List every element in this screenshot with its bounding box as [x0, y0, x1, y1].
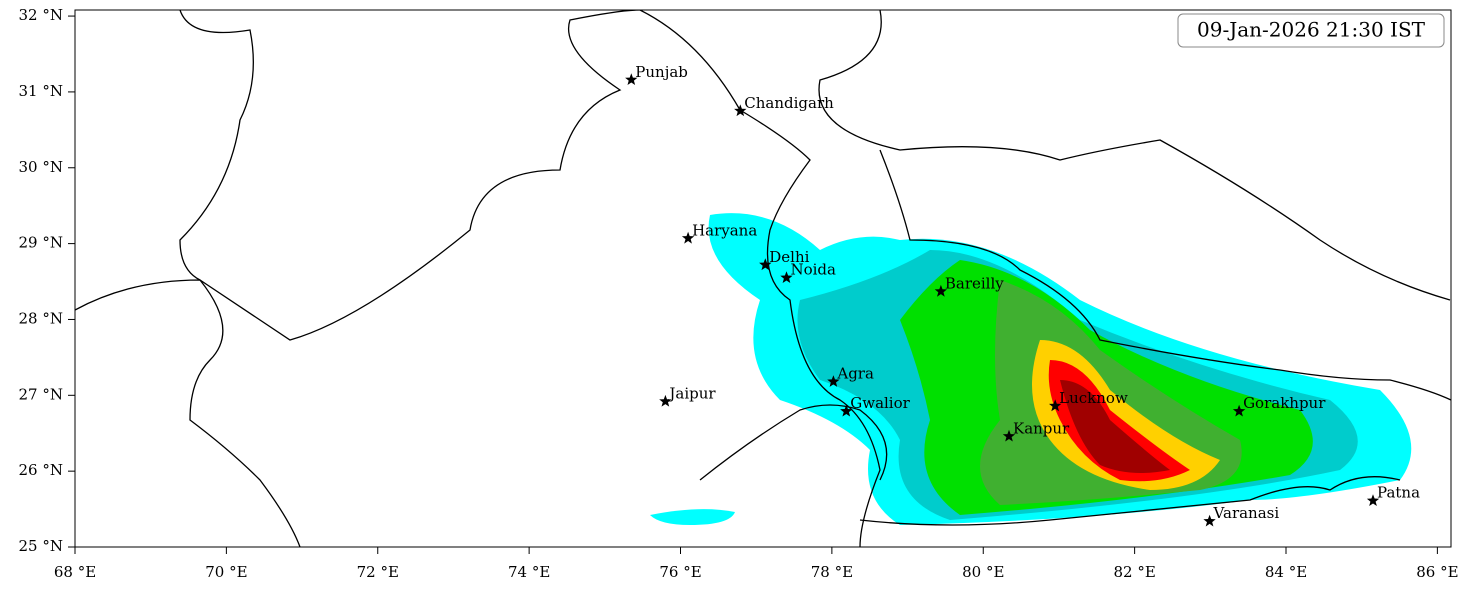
x-tick-label: 72 °E	[357, 563, 399, 581]
map-frame	[74, 9, 1452, 548]
city-label: Chandigarh	[744, 94, 834, 112]
city-marker	[1232, 404, 1246, 417]
timestamp: 09-Jan-2026 21:30 IST	[1197, 18, 1426, 42]
y-tick-label: 31 °N	[19, 82, 63, 100]
city-marker	[1002, 429, 1016, 442]
precip-field	[650, 213, 1412, 525]
city-marker	[934, 284, 947, 297]
city-marker	[827, 375, 840, 387]
city-marker	[1366, 494, 1380, 506]
y-tick-label: 26 °N	[19, 461, 63, 479]
city-marker	[681, 231, 695, 244]
x-tick-label: 68 °E	[54, 563, 96, 581]
x-tick-label: 76 °E	[659, 563, 701, 581]
x-tick-label: 86 °E	[1416, 563, 1458, 581]
city-marker	[734, 104, 747, 117]
city-label: Gorakhpur	[1243, 394, 1326, 412]
city-label: Delhi	[769, 248, 809, 266]
city-marker	[1203, 514, 1216, 527]
city-label: Varanasi	[1213, 504, 1280, 522]
x-tick-label: 74 °E	[508, 563, 550, 581]
city-label: Bareilly	[945, 274, 1004, 292]
city-marker	[659, 394, 672, 407]
city-label: Gwalior	[850, 394, 910, 412]
city-label: Jaipur	[667, 384, 716, 402]
x-tick-label: 78 °E	[811, 563, 853, 581]
city-label: Lucknow	[1059, 389, 1128, 407]
y-tick-label: 29 °N	[19, 234, 63, 252]
x-tick-label: 70 °E	[205, 563, 247, 581]
city-marker	[840, 404, 853, 417]
timestamp-box	[1177, 13, 1445, 48]
y-tick-label: 28 °N	[19, 309, 63, 327]
x-tick-label: 84 °E	[1265, 563, 1307, 581]
x-tick-label: 80 °E	[962, 563, 1004, 581]
y-tick-label: 27 °N	[19, 385, 63, 403]
city-label: Patna	[1377, 484, 1420, 502]
y-tick-label: 25 °N	[19, 537, 63, 555]
city-label: Noida	[790, 261, 836, 279]
x-tick-label: 82 °E	[1113, 563, 1155, 581]
y-tick-label: 30 °N	[19, 158, 63, 176]
city-label: Agra	[836, 365, 874, 383]
y-tick-label: 32 °N	[19, 6, 63, 24]
city-marker	[780, 271, 793, 283]
city-label: Kanpur	[1013, 419, 1070, 437]
city-label: Haryana	[692, 221, 757, 239]
city-marker	[759, 258, 772, 271]
city-marker	[625, 73, 638, 85]
city-label: Punjab	[635, 63, 688, 81]
city-marker	[1049, 399, 1062, 412]
